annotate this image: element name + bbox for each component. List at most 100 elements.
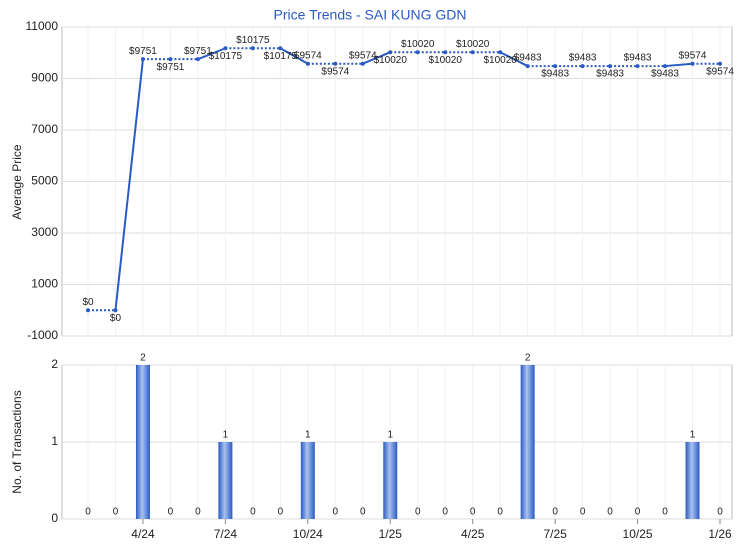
point [140,57,145,62]
x-tick-label: 4/25 [461,527,485,541]
data-label: 1 [387,430,393,441]
data-label: 0 [580,507,586,518]
line-segment [279,47,309,65]
y-tick-label: 0 [51,511,58,525]
point [718,61,722,66]
data-label: 0 [552,507,558,518]
data-label: $10020 [483,55,517,66]
data-label: $0 [82,297,94,308]
data-label: $10020 [456,39,490,50]
x-tick-label: 7/25 [543,527,567,541]
data-label: 1 [223,430,229,441]
data-label: $9574 [679,50,707,61]
data-label: $9574 [321,66,349,77]
data-label: $9483 [624,53,652,64]
data-label: 0 [442,507,448,518]
data-label: 0 [333,507,339,518]
data-label: 0 [607,507,613,518]
point [305,61,310,66]
data-label: 2 [525,353,531,364]
point [608,64,613,69]
line-segment [114,59,144,311]
data-label: 0 [168,507,174,518]
y-tick-label: 2 [51,357,58,371]
x-tick-label: 1/26 [708,527,732,541]
data-label: $10020 [401,39,435,50]
data-label: 0 [470,507,476,518]
data-label: 0 [415,507,421,518]
y-tick-label: 1 [51,434,58,448]
x-tick-label: 10/24 [293,527,323,541]
bar [218,442,233,519]
point [333,61,338,66]
point [388,50,393,55]
point [525,64,530,69]
data-label: $10175 [236,35,270,46]
data-label: $9574 [294,50,322,61]
line-segment [499,51,529,67]
data-label: $9483 [541,69,569,80]
point [86,308,90,313]
bar [300,442,315,519]
data-label: 0 [635,507,641,518]
data-label: $9483 [514,53,542,64]
y-tick-label: 11000 [26,19,59,33]
data-label: 1 [690,430,696,441]
point [223,46,228,51]
data-label: $0 [110,313,122,324]
data-label: $9751 [157,62,185,73]
point [360,61,365,66]
data-label: $9483 [569,53,597,64]
chart-title: Price Trends - SAI KUNG GDN [274,7,467,23]
data-label: $10175 [264,51,298,62]
y-tick-label: 7000 [31,122,58,136]
data-label: $9751 [129,46,157,57]
point [635,64,640,69]
data-label: 0 [497,507,503,518]
point [690,61,695,66]
data-label: 0 [278,507,284,518]
data-label: 1 [305,430,311,441]
y-tick-label: 5000 [31,174,58,188]
data-label: $9751 [184,46,212,57]
data-label: $9574 [706,66,734,77]
x-tick-label: 4/24 [131,527,155,541]
x-tick-label: 1/25 [379,527,403,541]
bar [135,365,150,519]
point [250,46,255,51]
point [113,308,118,313]
y-tick-label: 3000 [31,225,58,239]
data-label: 0 [360,507,366,518]
data-label: 0 [195,507,201,518]
data-label: $9483 [651,69,679,80]
data-label: 0 [85,507,91,518]
y-axis-label: Average Price [10,144,24,219]
data-label: 0 [717,507,723,518]
data-label: 0 [113,507,119,518]
bar [383,442,398,519]
line-segment [664,62,693,68]
point [278,46,283,51]
data-label: 0 [662,507,668,518]
point [470,50,475,55]
x-tick-label: 7/24 [214,527,238,541]
point [580,64,585,69]
data-label: $9574 [349,50,377,61]
point [195,57,200,62]
y-tick-label: 9000 [31,71,58,85]
point [415,50,420,55]
point [498,50,503,55]
bar [685,442,700,519]
y-tick-label: -1000 [27,328,58,342]
point [663,64,668,69]
point [168,57,173,62]
data-label: $10020 [429,55,463,66]
y-axis-label: No. of Transactions [10,390,24,493]
data-label: 0 [250,507,256,518]
data-label: $9483 [596,69,624,80]
point [443,50,448,55]
data-label: 2 [140,353,146,364]
line-segment [362,51,391,65]
data-label: $10175 [209,51,243,62]
